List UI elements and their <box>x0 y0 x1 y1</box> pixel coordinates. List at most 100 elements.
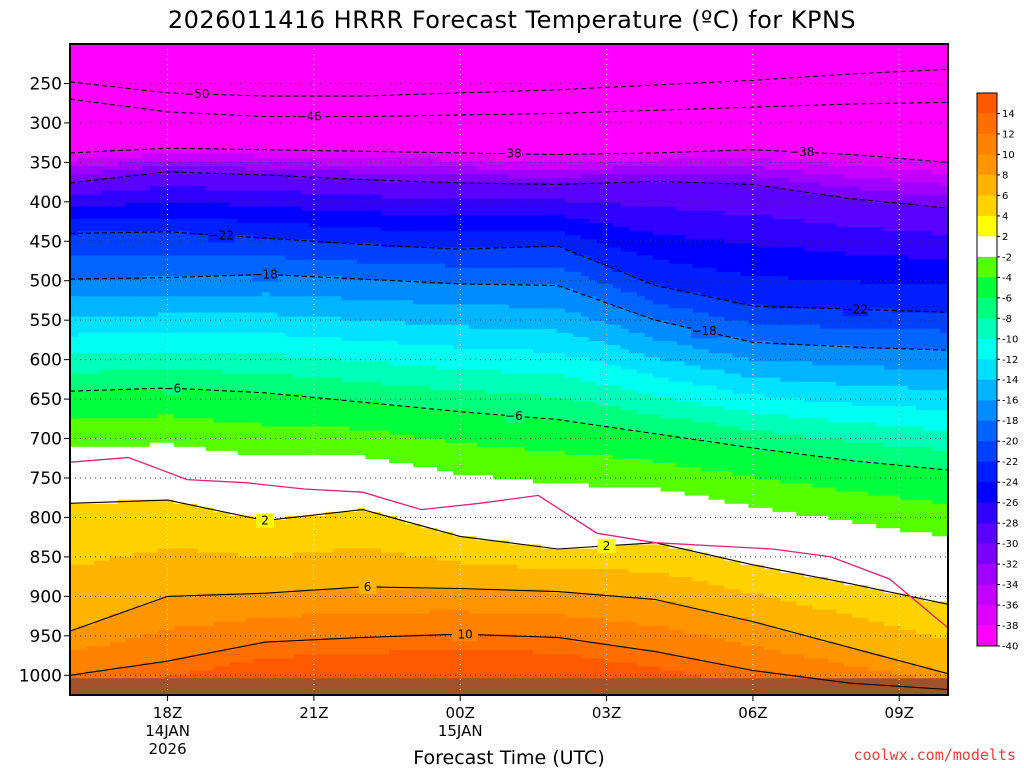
temperature-cell <box>285 64 295 70</box>
temperature-cell <box>269 446 279 452</box>
temperature-cell <box>101 446 111 452</box>
temperature-cell <box>101 316 111 322</box>
temperature-cell <box>277 182 287 188</box>
temperature-cell <box>277 259 287 265</box>
temperature-cell <box>245 76 255 82</box>
temperature-cell <box>133 397 143 403</box>
temperature-cell <box>197 316 207 322</box>
temperature-cell <box>165 312 175 318</box>
temperature-cell <box>197 410 207 415</box>
temperature-cell <box>277 349 287 354</box>
temperature-cell <box>269 292 279 297</box>
temperature-cell <box>181 414 191 419</box>
temperature-cell <box>133 577 143 582</box>
temperature-cell <box>125 267 135 273</box>
temperature-cell <box>141 442 151 448</box>
temperature-cell <box>293 499 303 505</box>
temperature-cell <box>141 483 151 489</box>
temperature-cell <box>173 288 183 293</box>
temperature-cell <box>213 568 223 574</box>
temperature-cell <box>269 581 279 586</box>
temperature-cell <box>293 593 303 598</box>
temperature-cell <box>85 353 95 358</box>
temperature-cell <box>181 263 191 269</box>
temperature-cell <box>277 467 287 472</box>
temperature-cell <box>197 434 207 440</box>
temperature-cell <box>93 194 103 200</box>
temperature-cell <box>213 88 223 94</box>
temperature-cell <box>149 605 159 611</box>
temperature-cell <box>101 422 111 428</box>
temperature-cell <box>173 336 183 342</box>
temperature-cell <box>133 532 143 537</box>
temperature-cell <box>237 64 247 70</box>
temperature-cell <box>141 247 151 253</box>
temperature-cell <box>245 218 255 224</box>
temperature-cell <box>293 64 303 70</box>
temperature-cell <box>221 414 231 419</box>
temperature-cell <box>141 296 151 301</box>
temperature-cell <box>269 361 279 367</box>
temperature-cell <box>109 145 119 151</box>
temperature-cell <box>85 414 95 419</box>
temperature-cell <box>301 60 311 65</box>
temperature-cell <box>205 48 215 53</box>
temperature-cell <box>221 572 231 578</box>
temperature-cell <box>277 100 287 106</box>
temperature-cell <box>149 577 159 582</box>
temperature-cell <box>93 406 103 411</box>
temperature-cell <box>109 174 119 179</box>
temperature-cell <box>117 572 127 578</box>
temperature-cell <box>301 585 311 590</box>
temperature-cell <box>141 572 151 578</box>
temperature-cell <box>101 495 111 501</box>
temperature-cell <box>277 84 287 90</box>
temperature-cell <box>93 577 103 582</box>
temperature-cell <box>237 410 247 415</box>
temperature-cell <box>70 129 79 135</box>
temperature-cell <box>189 581 199 586</box>
temperature-cell <box>261 459 271 464</box>
temperature-cell <box>253 556 263 562</box>
temperature-cell <box>157 100 167 106</box>
temperature-cell <box>77 332 87 338</box>
temperature-cell <box>133 349 143 354</box>
temperature-cell <box>85 133 95 139</box>
temperature-cell <box>93 438 103 444</box>
temperature-cell <box>309 369 319 375</box>
temperature-cell <box>109 658 119 664</box>
temperature-cell <box>165 556 175 562</box>
temperature-cell <box>277 642 287 647</box>
temperature-cell <box>157 617 167 623</box>
temperature-cell <box>70 393 79 399</box>
temperature-cell <box>197 454 207 460</box>
temperature-cell <box>173 235 183 240</box>
temperature-cell <box>277 105 287 110</box>
temperature-cell <box>213 499 223 505</box>
temperature-cell <box>221 345 231 350</box>
temperature-cell <box>117 467 127 472</box>
temperature-cell <box>149 670 159 676</box>
temperature-cell <box>93 434 103 440</box>
temperature-cell <box>205 353 215 358</box>
temperature-cell <box>149 336 159 342</box>
temperature-cell <box>77 552 87 558</box>
temperature-cell <box>261 414 271 419</box>
temperature-cell <box>205 666 215 672</box>
temperature-cell <box>93 426 103 432</box>
temperature-cell <box>237 548 247 554</box>
temperature-cell <box>181 426 191 432</box>
temperature-cell <box>213 597 223 603</box>
temperature-cell <box>237 190 247 196</box>
temperature-cell <box>125 406 135 411</box>
temperature-cell <box>101 593 111 598</box>
temperature-cell <box>70 475 79 480</box>
temperature-cell <box>165 377 175 383</box>
temperature-cell <box>77 64 87 70</box>
temperature-cell <box>301 300 311 305</box>
temperature-cell <box>269 76 279 82</box>
temperature-cell <box>197 353 207 358</box>
temperature-cell <box>197 446 207 452</box>
temperature-cell <box>173 141 183 147</box>
temperature-cell <box>237 271 247 277</box>
